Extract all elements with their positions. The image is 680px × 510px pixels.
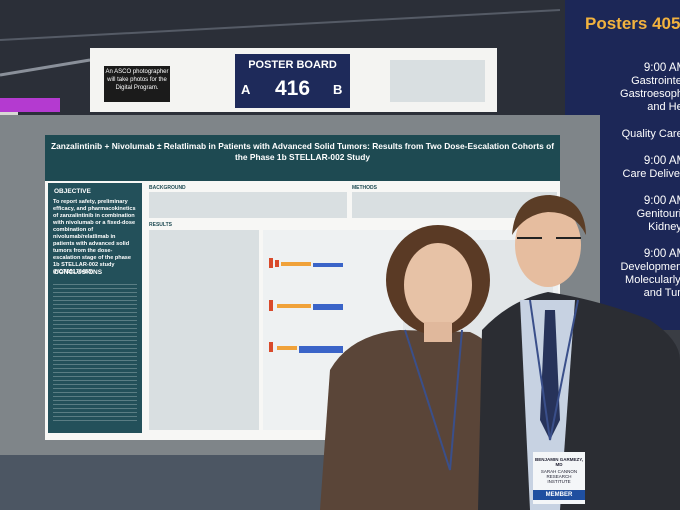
session-name: Quality Care/Heal [621,128,680,140]
session-name: Gastroesophageal [620,88,680,100]
banner-title: Posters 405 [585,14,680,33]
photographer-note: An ASCO photographer will take photos fo… [104,66,170,102]
board-number-box: POSTER BOARD A 416 B [235,54,350,108]
session-name: Care Delivery/Mo [622,168,680,180]
session-name: and Tum [643,287,680,299]
schedule-item: 9:00 AMGastrointestinGastroesophagealand… [565,62,680,114]
session-name: Developmental Th [620,261,680,273]
methods-heading: METHODS [352,185,377,191]
sign-diagram [390,60,485,102]
results-heading: RESULTS [149,222,172,228]
schedule: 9:00 AMGastrointestinGastroesophagealand… [565,62,680,314]
conclusions-text [53,281,137,421]
schedule-item: 9:00 AMGenitourinaKidney [565,195,680,234]
session-name: Kidney [648,221,680,233]
side-a: A [241,82,251,97]
background-text [149,192,347,218]
badge-member: MEMBER [533,490,585,500]
session-time: 9:00 AM [643,62,680,74]
badge-org: SARAH CANNON RESEARCH INSTITUTE [540,469,578,484]
session-name: Molecularly Targ [625,274,680,286]
results-tables [149,230,259,430]
session-time: 9:00 AM [643,248,680,260]
poster-sidebar: OBJECTIVE To report safety, preliminary … [48,183,142,433]
session-name: Genitourina [636,208,680,220]
schedule-item: 9:00 AMDevelopmental ThMolecularly Targa… [565,248,680,300]
session-time: 9:00 AM [643,195,680,207]
poster-title: Zanzalintinib + Nivolumab ± Relatlimab i… [45,135,560,181]
objective-text: To report safety, preliminary efficacy, … [53,199,136,275]
conclusions-heading: CONCLUSIONS [54,269,103,276]
board-number: 416 [274,77,311,100]
session-name: Gastrointestin [631,75,680,87]
name-badge: BENJAMIN GARMEZY, MD SARAH CANNON RESEAR… [533,452,585,504]
badge-name: BENJAMIN GARMEZY, MD [535,457,584,467]
schedule-item: 9:00 AMCare Delivery/Mo [565,155,680,181]
session-name: and He [647,101,680,113]
schedule-item: Quality Care/Heal [565,128,680,141]
background-heading: BACKGROUND [149,185,186,191]
session-time: 9:00 AM [643,155,680,167]
board-label: POSTER BOARD [248,59,337,71]
board-sign: An ASCO photographer will take photos fo… [90,48,497,112]
side-b: B [333,82,343,97]
objective-heading: OBJECTIVE [54,188,91,195]
